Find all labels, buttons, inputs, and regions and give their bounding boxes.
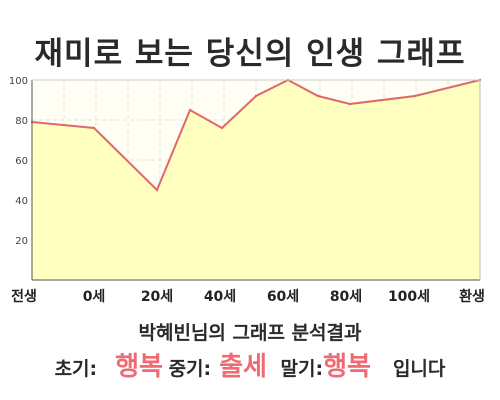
y-tick-label: 100 xyxy=(9,76,28,87)
data-point xyxy=(254,94,258,98)
x-tick-label: 100세 xyxy=(388,289,430,305)
x-tick-label: 환생 xyxy=(459,288,485,305)
late-label: 말기: xyxy=(280,358,324,380)
data-point xyxy=(155,188,159,192)
data-point xyxy=(188,108,192,112)
chart-title: 재미로 보는 당신의 인생 그래프 xyxy=(34,36,466,72)
area-fill xyxy=(32,80,480,280)
x-tick-label: 20세 xyxy=(141,289,173,305)
data-point xyxy=(220,126,224,130)
mid-label: 중기: xyxy=(168,358,212,380)
analysis-result: 초기: 행복 중기: 출세 말기:행복 입니다 xyxy=(0,346,500,383)
x-tick-label: 40세 xyxy=(204,289,236,305)
x-tick-label: 80세 xyxy=(330,289,362,305)
data-point xyxy=(92,126,96,130)
data-point xyxy=(348,102,352,106)
mid-value: 출세 xyxy=(219,352,267,382)
early-label: 초기: xyxy=(54,358,98,380)
y-tick-label: 20 xyxy=(15,236,28,247)
data-point xyxy=(413,94,417,98)
x-tick-label: 전생 xyxy=(11,288,37,305)
y-tick-label: 60 xyxy=(15,156,28,167)
ending-text: 입니다 xyxy=(392,358,446,380)
y-tick-label: 40 xyxy=(15,196,28,207)
analysis-summary: 박혜빈님의 그래프 분석결과 xyxy=(138,322,362,344)
early-value: 행복 xyxy=(115,352,163,382)
x-tick-label: 0세 xyxy=(83,289,106,305)
y-tick-label: 80 xyxy=(15,116,28,127)
x-tick-label: 60세 xyxy=(267,289,299,305)
late-value: 행복 xyxy=(323,352,371,382)
data-point xyxy=(316,94,320,98)
